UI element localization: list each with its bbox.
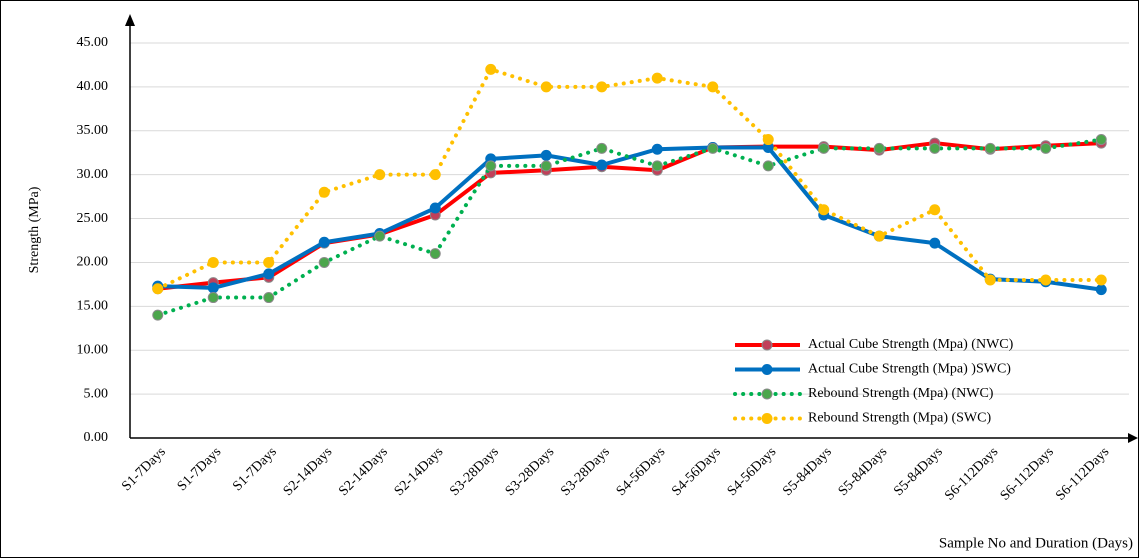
data-point (540, 81, 552, 93)
x-tick-label: S5-84Days (780, 444, 835, 499)
data-point (1095, 284, 1107, 296)
x-tick-label: S1-7Days (119, 444, 169, 494)
data-point (1095, 134, 1107, 146)
y-tick-label: 0.00 (84, 430, 109, 445)
data-point (818, 204, 830, 216)
data-point (152, 283, 164, 295)
x-tick-label: S2-14Days (336, 444, 391, 499)
legend-label: Rebound Strength (Mpa) (SWC) (808, 411, 991, 426)
y-tick-label: 20.00 (77, 255, 109, 270)
x-tick-label: S5-84Days (836, 444, 891, 499)
data-point (485, 160, 497, 172)
data-point (374, 230, 386, 242)
data-point (1040, 142, 1052, 154)
data-point (540, 149, 552, 161)
legend-label: Actual Cube Strength (Mpa) )SWC) (808, 362, 1011, 377)
y-axis-title: Strength (MPa) (27, 186, 42, 273)
data-point (707, 142, 719, 154)
data-point (596, 142, 608, 154)
x-tick-label: S3-28Days (447, 444, 502, 499)
x-axis-title: Sample No and Duration (Days) (939, 535, 1133, 551)
series-line (157, 141, 1102, 291)
data-point (540, 160, 552, 172)
data-point (374, 169, 386, 181)
x-tick-label: S4-56Days (614, 444, 669, 499)
y-tick-label: 40.00 (77, 79, 109, 94)
x-tick-label: S2-14Days (281, 444, 336, 499)
data-point (651, 160, 663, 172)
x-tick-label: S3-28Days (503, 444, 558, 499)
x-tick-label: S6-112Days (998, 444, 1057, 503)
data-point (873, 142, 885, 154)
data-point (207, 282, 219, 294)
data-point (429, 202, 441, 214)
series-line (157, 145, 1102, 292)
legend-marker (761, 339, 773, 351)
data-point (596, 81, 608, 93)
data-point (263, 256, 275, 268)
data-point (873, 230, 885, 242)
data-point (984, 274, 996, 286)
data-point (707, 81, 719, 93)
y-tick-label: 10.00 (77, 342, 109, 357)
data-point (984, 142, 996, 154)
data-point (318, 186, 330, 198)
data-point (318, 236, 330, 248)
y-tick-label: 5.00 (84, 386, 109, 401)
y-axis-arrow (125, 14, 135, 26)
x-tick-label: S4-56Days (725, 444, 780, 499)
data-point (929, 142, 941, 154)
y-tick-label: 30.00 (77, 167, 109, 182)
data-point (152, 309, 164, 321)
x-tick-label: S6-112Days (942, 444, 1001, 503)
legend-marker (761, 388, 773, 400)
legend-label: Rebound Strength (Mpa) (NWC) (808, 386, 994, 401)
x-tick-label: S3-28Days (558, 444, 613, 499)
y-tick-label: 45.00 (77, 35, 109, 50)
x-axis-arrow (1128, 433, 1138, 443)
data-point (207, 292, 219, 304)
data-point (651, 143, 663, 155)
x-tick-label: S2-14Days (392, 444, 447, 499)
data-point (929, 204, 941, 216)
y-tick-label: 35.00 (77, 123, 109, 138)
data-point (762, 134, 774, 146)
data-point (596, 159, 608, 171)
data-point (429, 169, 441, 181)
legend-marker (761, 364, 773, 375)
data-point (263, 268, 275, 280)
data-point (207, 256, 219, 268)
data-point (485, 63, 497, 75)
legend-marker (761, 413, 773, 424)
x-tick-label: S6-112Days (1053, 444, 1112, 503)
series-line (155, 137, 1104, 318)
data-point (1095, 274, 1107, 286)
data-point (263, 292, 275, 304)
y-tick-label: 15.00 (77, 299, 109, 314)
data-point (818, 142, 830, 154)
data-point (429, 248, 441, 260)
legend-label: Actual Cube Strength (Mpa) (NWC) (808, 337, 1014, 352)
x-tick-label: S1-7Days (230, 444, 280, 494)
x-tick-label: S4-56Days (669, 444, 724, 499)
data-point (651, 72, 663, 84)
data-point (929, 237, 941, 249)
data-point (1040, 274, 1052, 286)
y-tick-label: 25.00 (77, 211, 109, 226)
x-tick-label: S5-84Days (891, 444, 946, 499)
data-point (762, 160, 774, 172)
x-tick-label: S1-7Days (175, 444, 225, 494)
data-point (318, 256, 330, 268)
